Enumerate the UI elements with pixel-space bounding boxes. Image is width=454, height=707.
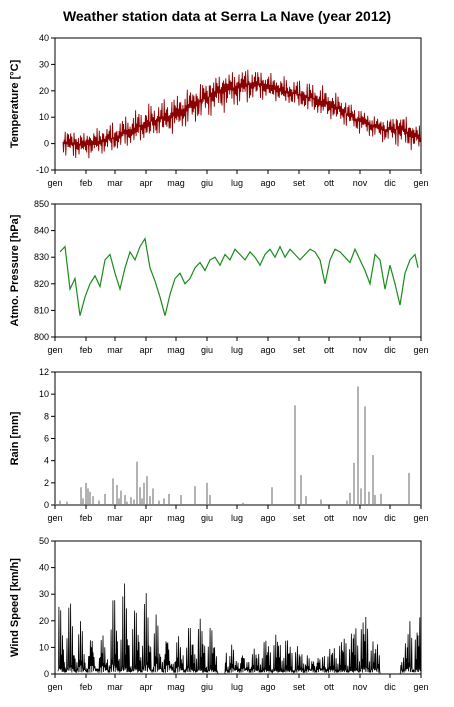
- plot-frame-3: [54, 371, 422, 506]
- plot-frame-2: [54, 203, 422, 338]
- y-tick-label-1-1: 0: [44, 139, 49, 149]
- x-tick-label-3-11: dic: [384, 513, 396, 523]
- x-tick-label-1-10: nov: [353, 178, 368, 188]
- x-tick-label-2-9: ott: [324, 345, 335, 355]
- y-axis-label-2: Atmo. Pressure [hPa]: [9, 214, 21, 326]
- y-tick-label-1-2: 10: [39, 112, 49, 122]
- x-tick-label-4-7: ago: [260, 682, 275, 692]
- x-tick-label-4-3: apr: [139, 682, 152, 692]
- y-tick-label-3-5: 10: [39, 389, 49, 399]
- x-tick-label-3-5: giu: [201, 513, 213, 523]
- y-tick-label-2-2: 820: [34, 279, 49, 289]
- x-tick-label-4-11: dic: [384, 682, 396, 692]
- y-tick-label-2-4: 840: [34, 226, 49, 236]
- x-tick-label-2-6: lug: [231, 345, 243, 355]
- x-tick-label-3-10: nov: [353, 513, 368, 523]
- x-tick-label-4-9: ott: [324, 682, 335, 692]
- y-tick-label-3-1: 2: [44, 478, 49, 488]
- x-tick-label-3-6: lug: [231, 513, 243, 523]
- temperature-line: [62, 69, 421, 159]
- x-tick-label-2-7: ago: [260, 345, 275, 355]
- x-tick-label-2-3: apr: [139, 345, 152, 355]
- x-tick-label-3-7: ago: [260, 513, 275, 523]
- y-axis-label-1: Temperature [°C]: [9, 59, 21, 148]
- x-tick-label-1-9: ott: [324, 178, 335, 188]
- x-tick-label-1-6: lug: [231, 178, 243, 188]
- x-tick-label-1-5: giu: [201, 178, 213, 188]
- y-tick-label-4-0: 0: [44, 669, 49, 679]
- x-tick-label-1-7: ago: [260, 178, 275, 188]
- x-tick-label-4-2: mar: [107, 682, 123, 692]
- y-tick-label-2-1: 810: [34, 305, 49, 315]
- x-tick-label-2-12: gen: [413, 345, 428, 355]
- y-tick-label-1-0: -10: [36, 165, 49, 175]
- x-tick-label-2-1: feb: [80, 345, 93, 355]
- x-tick-label-2-5: giu: [201, 345, 213, 355]
- y-tick-label-2-3: 830: [34, 252, 49, 262]
- y-tick-label-4-4: 40: [39, 563, 49, 573]
- x-tick-label-2-10: nov: [353, 345, 368, 355]
- x-tick-label-1-1: feb: [80, 178, 93, 188]
- x-tick-label-2-4: mag: [167, 345, 185, 355]
- x-tick-label-4-5: giu: [201, 682, 213, 692]
- wind-speed-line: [57, 583, 422, 675]
- x-tick-label-1-4: mag: [167, 178, 185, 188]
- y-tick-label-3-3: 6: [44, 434, 49, 444]
- x-tick-label-4-10: nov: [353, 682, 368, 692]
- x-tick-label-3-1: feb: [80, 513, 93, 523]
- y-tick-label-3-2: 4: [44, 456, 49, 466]
- x-tick-label-2-2: mar: [107, 345, 123, 355]
- y-tick-label-4-2: 20: [39, 616, 49, 626]
- x-tick-label-3-3: apr: [139, 513, 152, 523]
- x-tick-label-1-12: gen: [413, 178, 428, 188]
- y-tick-label-1-4: 30: [39, 59, 49, 69]
- x-tick-label-2-11: dic: [384, 345, 396, 355]
- x-tick-label-3-0: gen: [47, 513, 62, 523]
- y-axis-label-3: Rain [mm]: [9, 411, 21, 465]
- x-tick-label-3-2: mar: [107, 513, 123, 523]
- y-tick-label-2-0: 800: [34, 332, 49, 342]
- y-tick-label-4-3: 30: [39, 589, 49, 599]
- y-tick-label-1-3: 20: [39, 86, 49, 96]
- x-tick-label-3-12: gen: [413, 513, 428, 523]
- y-tick-label-3-4: 8: [44, 411, 49, 421]
- x-tick-label-3-9: ott: [324, 513, 335, 523]
- y-tick-label-3-6: 12: [39, 367, 49, 377]
- x-tick-label-4-12: gen: [413, 682, 428, 692]
- y-tick-label-2-5: 850: [34, 199, 49, 209]
- plot-frame-1: [54, 37, 422, 171]
- y-tick-label-3-0: 0: [44, 500, 49, 510]
- y-axis-label-4: Wind Speed [km/h]: [9, 558, 21, 657]
- x-tick-label-4-6: lug: [231, 682, 243, 692]
- x-tick-label-1-2: mar: [107, 178, 123, 188]
- x-tick-label-4-0: gen: [47, 682, 62, 692]
- y-tick-label-1-5: 40: [39, 33, 49, 43]
- y-tick-label-4-1: 10: [39, 642, 49, 652]
- x-tick-label-3-4: mag: [167, 513, 185, 523]
- x-tick-label-2-0: gen: [47, 345, 62, 355]
- x-tick-label-4-8: set: [293, 682, 306, 692]
- x-tick-label-1-3: apr: [139, 178, 152, 188]
- x-tick-label-1-8: set: [293, 178, 306, 188]
- x-tick-label-3-8: set: [293, 513, 306, 523]
- chart-title: Weather station data at Serra La Nave (y…: [62, 8, 392, 24]
- y-tick-label-4-5: 50: [39, 536, 49, 546]
- x-tick-label-1-0: gen: [47, 178, 62, 188]
- x-tick-label-4-1: feb: [80, 682, 93, 692]
- x-tick-label-4-4: mag: [167, 682, 185, 692]
- plot-frame-4: [54, 540, 422, 675]
- x-tick-label-1-11: dic: [384, 178, 396, 188]
- pressure-line: [59, 236, 419, 316]
- x-tick-label-2-8: set: [293, 345, 306, 355]
